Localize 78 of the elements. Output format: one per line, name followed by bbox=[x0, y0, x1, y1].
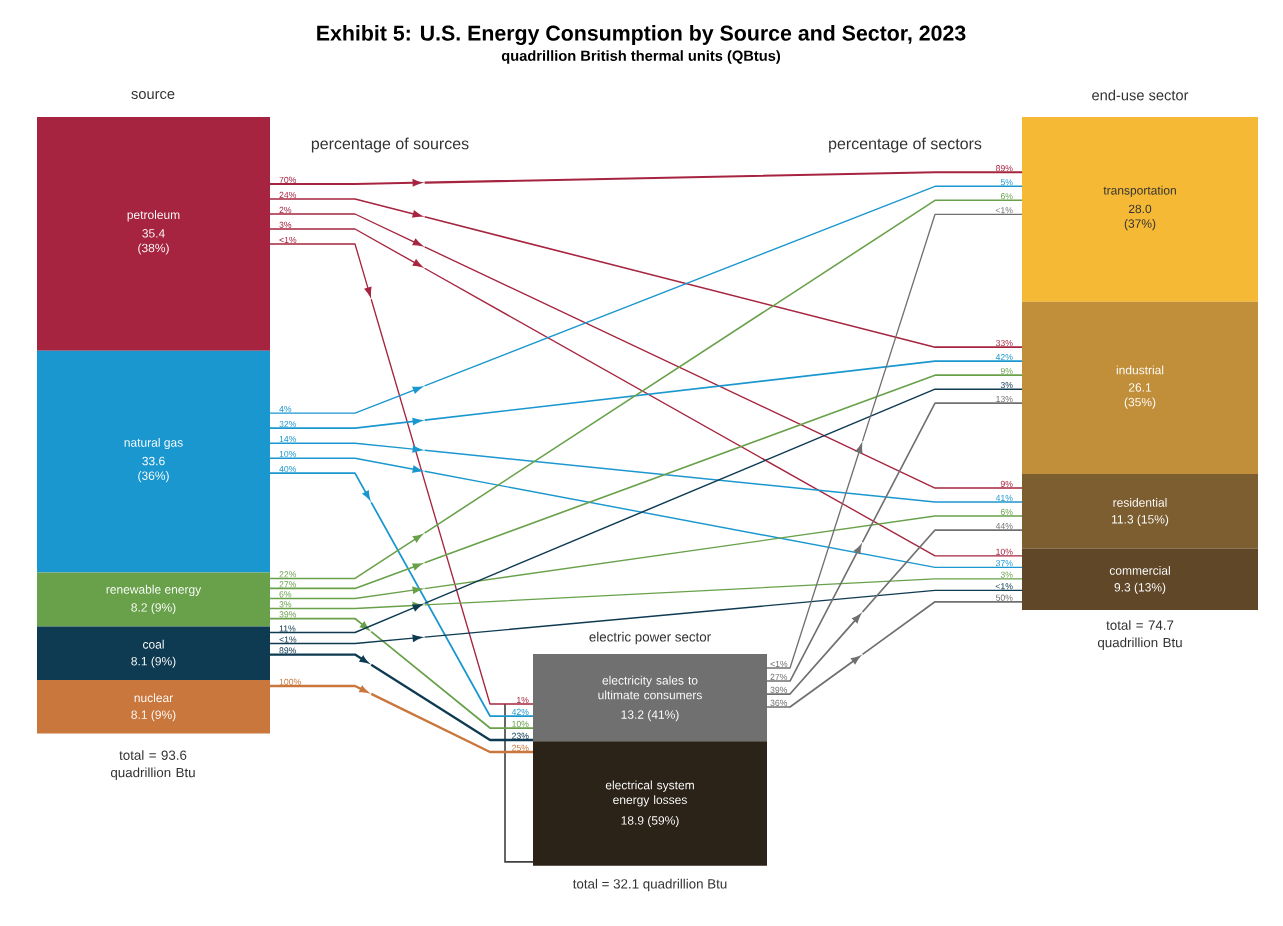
category-label: industrial bbox=[1116, 365, 1164, 375]
data-label: 3% bbox=[1000, 381, 1013, 389]
text: source bbox=[131, 91, 175, 100]
data-label: 22% bbox=[279, 571, 297, 578]
data-label: <1% bbox=[995, 583, 1013, 590]
data-label: 42% bbox=[511, 708, 529, 715]
data-label: 33% bbox=[995, 339, 1013, 347]
data-label: 10% bbox=[512, 720, 529, 727]
data-label: 26.1 (35%) bbox=[1124, 383, 1156, 409]
category-label: electrical system energy losses bbox=[605, 780, 694, 807]
category-label: electricity sales to ultimate consumers bbox=[598, 675, 702, 700]
category-label: natural gas bbox=[124, 437, 183, 450]
category-label: petroleum bbox=[127, 210, 180, 222]
data-label: 5% bbox=[1000, 179, 1013, 186]
data-label: 3% bbox=[279, 601, 292, 608]
data-label: 3% bbox=[1000, 571, 1013, 578]
data-label: 37% bbox=[995, 560, 1013, 567]
data-label: <1% bbox=[279, 236, 297, 243]
data-label: 50% bbox=[995, 594, 1013, 601]
data-label: 89% bbox=[279, 647, 297, 654]
category-label: transportation bbox=[1103, 185, 1176, 197]
data-label: 27% bbox=[279, 581, 297, 588]
data-label: 100% bbox=[279, 678, 301, 685]
data-label: 6% bbox=[279, 591, 292, 598]
data-label: 24% bbox=[279, 191, 297, 198]
text: end-use sector bbox=[1092, 89, 1189, 101]
data-label: 9% bbox=[1000, 367, 1013, 375]
data-label: 2% bbox=[279, 206, 292, 213]
data-label: 33.6 (36%) bbox=[138, 456, 169, 483]
data-label: 23% bbox=[512, 732, 529, 739]
data-label: 39% bbox=[770, 686, 788, 693]
data-label: 10% bbox=[279, 450, 297, 458]
data-label: <1% bbox=[770, 660, 788, 667]
category-label: residential bbox=[1113, 497, 1167, 507]
data-label: 32% bbox=[279, 420, 297, 428]
text: total = 32.1 quadrillion Btu bbox=[572, 878, 727, 892]
data-label: 8.1 (9%) bbox=[131, 710, 176, 722]
data-label: 8.2 (9%) bbox=[131, 602, 176, 615]
data-label: 89% bbox=[995, 165, 1013, 172]
data-label: 8.1 (9%) bbox=[131, 656, 176, 668]
data-label: 35.4 (38%) bbox=[138, 229, 169, 255]
data-label: 11.3 (15%) bbox=[1112, 514, 1169, 526]
text: total = 74.7 quadrillion Btu bbox=[1097, 620, 1182, 650]
data-label: 10% bbox=[996, 548, 1013, 555]
data-label: 6% bbox=[1000, 508, 1013, 515]
text: percentage of sectors bbox=[829, 137, 982, 153]
data-label: 4% bbox=[279, 406, 292, 413]
category-label: nuclear bbox=[134, 693, 173, 703]
text: quadrillion British thermal units (QBtus) bbox=[501, 50, 781, 64]
data-label: 3% bbox=[279, 221, 292, 228]
data-label: 11% bbox=[279, 625, 296, 632]
data-label: 18.9 (59%) bbox=[621, 815, 679, 828]
data-label: 42% bbox=[995, 354, 1013, 361]
data-label: <1% bbox=[279, 636, 297, 643]
category-label: coal bbox=[143, 639, 164, 649]
category-label: commercial bbox=[1109, 565, 1170, 575]
text: percentage of sources bbox=[311, 137, 469, 153]
data-label: 9.3 (13%) bbox=[1114, 582, 1166, 594]
data-label: 13% bbox=[996, 395, 1013, 403]
data-label: <1% bbox=[995, 207, 1013, 214]
data-label: 39% bbox=[279, 611, 297, 618]
data-label: 14% bbox=[279, 436, 297, 443]
data-label: 41% bbox=[995, 494, 1013, 501]
text: total = 93.6 quadrillion Btu bbox=[110, 750, 195, 780]
text: electric power sector bbox=[589, 631, 711, 645]
data-label: 25% bbox=[512, 744, 529, 751]
data-label: 13.2 (41%) bbox=[621, 709, 679, 722]
category-label: renewable energy bbox=[106, 584, 202, 597]
data-label: 36% bbox=[770, 699, 788, 706]
data-label: 70% bbox=[279, 176, 297, 183]
data-label: 27% bbox=[770, 673, 788, 680]
data-label: 28.0 (37%) bbox=[1124, 204, 1156, 231]
data-label: 9% bbox=[1000, 480, 1013, 487]
data-label: 44% bbox=[995, 522, 1013, 529]
data-label: 1% bbox=[517, 696, 529, 703]
data-label: 6% bbox=[1000, 193, 1013, 200]
data-label: 40% bbox=[279, 465, 297, 473]
text: Exhibit 5: U.S. Energy Consumption by Source and Sector, 2023 bbox=[317, 25, 966, 45]
